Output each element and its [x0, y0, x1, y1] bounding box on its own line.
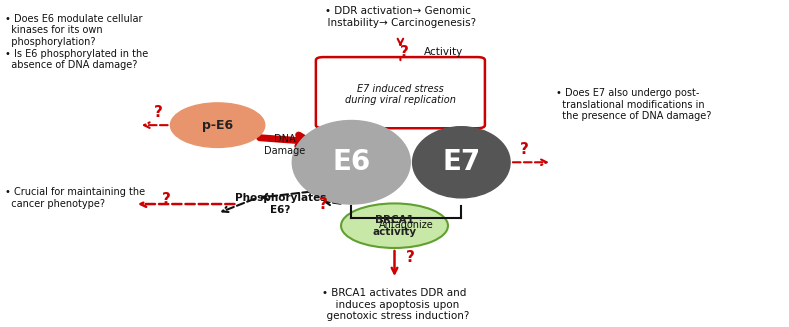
Text: E7 induced stress
during viral replication: E7 induced stress during viral replicati… [345, 84, 456, 105]
Text: ?: ? [154, 105, 163, 120]
Text: Antagonize: Antagonize [379, 219, 434, 230]
Text: E6: E6 [332, 148, 370, 176]
Text: ?: ? [520, 142, 529, 157]
Text: ?: ? [320, 197, 328, 212]
Ellipse shape [170, 103, 265, 147]
Text: DNA
Damage: DNA Damage [264, 134, 305, 156]
Ellipse shape [292, 121, 410, 204]
Text: BRCA1
activity: BRCA1 activity [372, 215, 417, 236]
Text: • Crucial for maintaining the
  cancer phenotype?: • Crucial for maintaining the cancer phe… [6, 187, 145, 209]
Ellipse shape [341, 203, 448, 248]
Text: Phosphorylates
E6?: Phosphorylates E6? [235, 193, 326, 215]
Text: Activity: Activity [424, 47, 463, 58]
Text: ?: ? [406, 250, 415, 265]
Text: p-E6: p-E6 [202, 119, 234, 132]
Ellipse shape [413, 127, 510, 198]
Text: • BRCA1 activates DDR and
  induces apoptosis upon
  genotoxic stress induction?: • BRCA1 activates DDR and induces apopto… [320, 288, 469, 321]
Text: ?: ? [400, 45, 409, 60]
Text: • Does E6 modulate cellular
  kinases for its own
  phosphorylation?
• Is E6 pho: • Does E6 modulate cellular kinases for … [6, 14, 148, 70]
FancyBboxPatch shape [316, 57, 485, 128]
Text: E7: E7 [442, 148, 481, 176]
Text: • DDR activation→ Genomic
  Instability→ Carcinogenesis?: • DDR activation→ Genomic Instability→ C… [321, 6, 476, 27]
Text: ?: ? [162, 192, 171, 207]
Text: • Does E7 also undergo post-
  translational modifications in
  the presence of : • Does E7 also undergo post- translation… [555, 88, 711, 121]
